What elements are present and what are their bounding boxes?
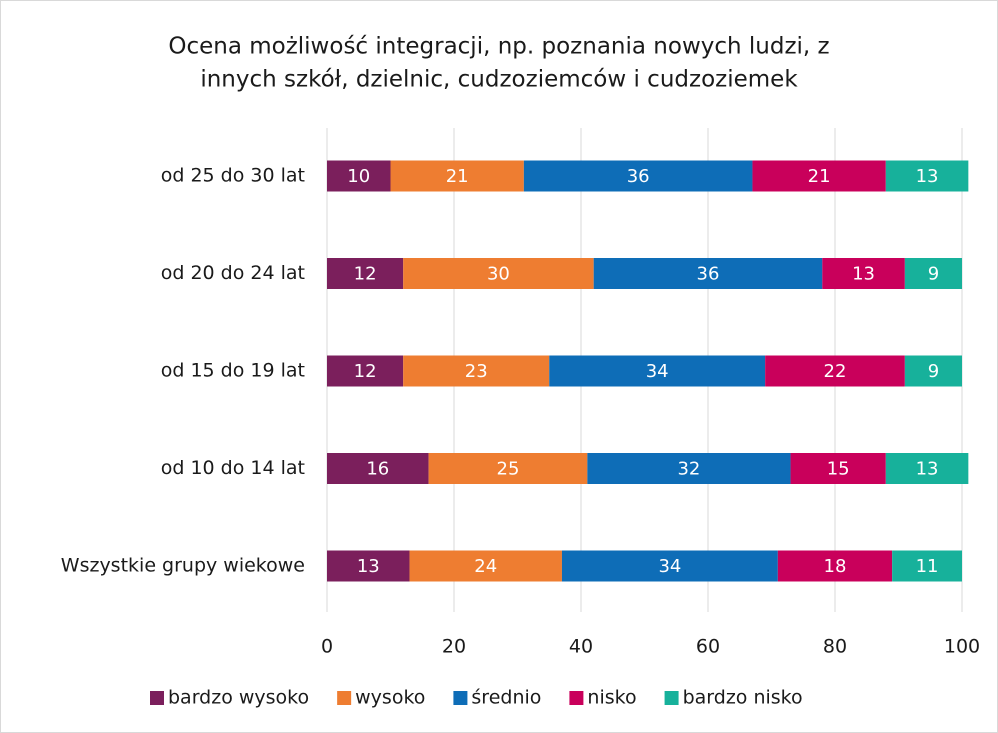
chart-title: innych szkół, dzielnic, cudzoziemców i c… bbox=[200, 67, 798, 93]
legend-swatch bbox=[664, 691, 679, 705]
data-label: 13 bbox=[916, 459, 939, 480]
legend-label: średnio bbox=[471, 687, 541, 709]
bar-segment bbox=[904, 355, 962, 387]
bar-segment bbox=[885, 453, 969, 484]
bar-segment bbox=[409, 550, 562, 582]
data-label: 21 bbox=[446, 166, 469, 187]
x-tick-label: 60 bbox=[696, 636, 720, 658]
y-tick-label: od 15 do 19 lat bbox=[161, 360, 305, 382]
data-label: 10 bbox=[347, 166, 370, 187]
legend-label: wysoko bbox=[355, 687, 425, 709]
legend-label: bardzo nisko bbox=[683, 687, 803, 709]
data-label: 13 bbox=[852, 264, 875, 285]
bar-segment bbox=[777, 550, 893, 582]
data-label: 24 bbox=[474, 556, 497, 577]
bar-segment bbox=[904, 258, 962, 289]
data-label: 18 bbox=[824, 556, 847, 577]
bar-segment bbox=[327, 355, 404, 387]
x-tick-label: 20 bbox=[442, 636, 466, 658]
legend-swatch bbox=[453, 691, 468, 705]
bar-segment bbox=[403, 355, 550, 387]
bar-segment bbox=[892, 550, 962, 582]
data-label: 12 bbox=[354, 264, 377, 285]
data-label: 9 bbox=[928, 361, 939, 382]
data-label: 15 bbox=[827, 459, 850, 480]
bar-segment bbox=[403, 258, 594, 289]
data-label: 12 bbox=[354, 361, 377, 382]
data-label: 34 bbox=[646, 361, 669, 382]
y-tick-label: od 20 do 24 lat bbox=[161, 262, 305, 284]
data-label: 9 bbox=[928, 264, 939, 285]
data-label: 30 bbox=[487, 264, 510, 285]
data-label: 11 bbox=[916, 556, 939, 577]
bar-segment bbox=[593, 258, 823, 289]
data-label: 34 bbox=[658, 556, 681, 577]
bar-segment bbox=[549, 355, 766, 387]
bar-segment bbox=[327, 550, 410, 582]
data-label: 16 bbox=[366, 459, 389, 480]
data-label: 32 bbox=[677, 459, 700, 480]
data-label: 13 bbox=[357, 556, 380, 577]
bar-segment bbox=[390, 160, 524, 192]
legend-label: bardzo wysoko bbox=[168, 687, 309, 709]
bar-segment bbox=[752, 160, 886, 192]
data-label: 36 bbox=[627, 166, 650, 187]
bar-segment bbox=[885, 160, 969, 192]
data-label: 22 bbox=[824, 361, 847, 382]
bar-segment bbox=[790, 453, 886, 484]
bar-segment bbox=[561, 550, 778, 582]
bar-segment bbox=[428, 453, 588, 484]
x-tick-label: 40 bbox=[569, 636, 593, 658]
chart-title: Ocena możliwość integracji, np. poznania… bbox=[168, 34, 829, 60]
data-label: 23 bbox=[465, 361, 488, 382]
x-tick-label: 100 bbox=[944, 636, 980, 658]
legend-swatch bbox=[569, 691, 584, 705]
y-tick-label: od 10 do 14 lat bbox=[161, 457, 305, 479]
y-tick-label: Wszystkie grupy wiekowe bbox=[61, 555, 305, 577]
data-label: 36 bbox=[697, 264, 720, 285]
bar-segment bbox=[523, 160, 753, 192]
data-label: 25 bbox=[497, 459, 520, 480]
legend-swatch bbox=[337, 691, 352, 705]
y-tick-label: od 25 do 30 lat bbox=[161, 165, 305, 187]
data-label: 13 bbox=[916, 166, 939, 187]
x-tick-label: 80 bbox=[823, 636, 847, 658]
bar-segment bbox=[327, 160, 391, 192]
data-label: 21 bbox=[808, 166, 831, 187]
bar-segment bbox=[327, 258, 404, 289]
legend-label: nisko bbox=[587, 687, 636, 709]
bar-segment bbox=[765, 355, 905, 387]
bar-segment bbox=[822, 258, 905, 289]
bar-segment bbox=[327, 453, 429, 484]
bar-segment bbox=[587, 453, 791, 484]
x-tick-label: 0 bbox=[321, 636, 333, 658]
legend-swatch bbox=[150, 691, 164, 705]
